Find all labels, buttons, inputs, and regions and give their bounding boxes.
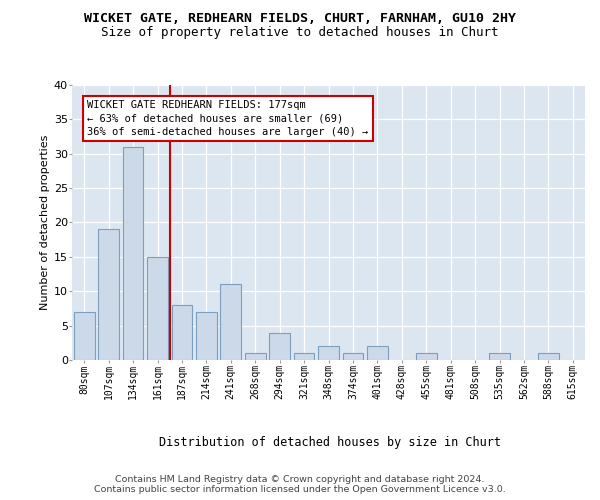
Text: Contains HM Land Registry data © Crown copyright and database right 2024.: Contains HM Land Registry data © Crown c… xyxy=(115,475,485,484)
Bar xyxy=(172,305,193,360)
Bar xyxy=(196,312,217,360)
Bar xyxy=(538,353,559,360)
Bar xyxy=(416,353,437,360)
Text: Distribution of detached houses by size in Churt: Distribution of detached houses by size … xyxy=(159,436,501,449)
Bar xyxy=(343,353,364,360)
Bar xyxy=(318,346,339,360)
Bar xyxy=(122,147,143,360)
Bar xyxy=(489,353,510,360)
Bar xyxy=(74,312,95,360)
Bar xyxy=(367,346,388,360)
Text: Size of property relative to detached houses in Churt: Size of property relative to detached ho… xyxy=(101,26,499,39)
Text: Contains public sector information licensed under the Open Government Licence v3: Contains public sector information licen… xyxy=(94,485,506,494)
Bar xyxy=(245,353,266,360)
Bar xyxy=(98,230,119,360)
Bar xyxy=(147,257,168,360)
Text: WICKET GATE, REDHEARN FIELDS, CHURT, FARNHAM, GU10 2HY: WICKET GATE, REDHEARN FIELDS, CHURT, FAR… xyxy=(84,12,516,26)
Text: WICKET GATE REDHEARN FIELDS: 177sqm
← 63% of detached houses are smaller (69)
36: WICKET GATE REDHEARN FIELDS: 177sqm ← 63… xyxy=(87,100,368,136)
Bar xyxy=(269,332,290,360)
Bar xyxy=(220,284,241,360)
Bar xyxy=(293,353,314,360)
Y-axis label: Number of detached properties: Number of detached properties xyxy=(40,135,50,310)
